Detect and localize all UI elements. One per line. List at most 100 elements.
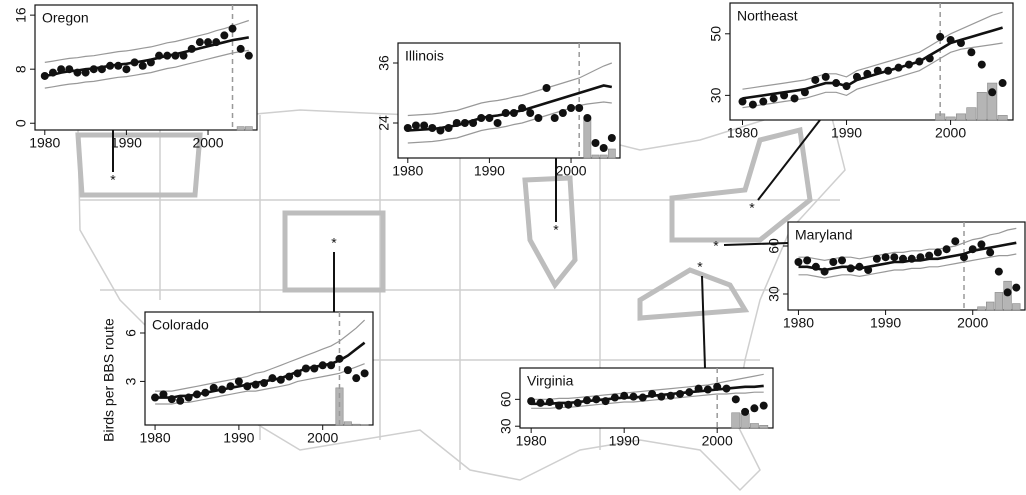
observed-point [956, 39, 965, 48]
observed-point [146, 58, 155, 67]
x-tick-label: 1980 [139, 430, 170, 446]
observed-point [675, 389, 684, 398]
hist-bar [987, 82, 998, 121]
observed-point [251, 380, 260, 389]
observed-point [1003, 288, 1012, 297]
observed-point [403, 124, 412, 132]
observed-point [648, 389, 657, 398]
x-tick-label: 1990 [474, 163, 505, 179]
hist-bar [236, 126, 245, 131]
chart-title: Colorado [152, 317, 209, 333]
observed-point [176, 396, 185, 405]
observed-point [509, 109, 518, 117]
observed-point [48, 68, 57, 77]
observed-point [864, 266, 873, 274]
observed-point [657, 392, 666, 401]
observed-point [592, 395, 601, 404]
observed-point [998, 79, 1007, 88]
observed-point [838, 256, 847, 265]
x-tick-label: 2000 [702, 433, 733, 449]
observed-point [794, 258, 803, 266]
observed-point [967, 48, 976, 57]
illinois-border [522, 175, 578, 290]
x-tick-label: 2000 [935, 125, 966, 141]
observed-point [601, 397, 610, 406]
observed-point [310, 364, 319, 373]
chart-title: Virginia [527, 373, 574, 389]
northeast-border [669, 126, 813, 243]
observed-point [855, 262, 864, 271]
hist-bar [976, 91, 987, 121]
observed-point [420, 121, 429, 130]
hist-bar [749, 423, 759, 429]
observed-point [218, 385, 227, 394]
observed-point [750, 404, 759, 413]
y-tick-label: 36 [376, 55, 392, 71]
observed-point [738, 97, 747, 106]
observed-point [803, 256, 812, 265]
observed-point [226, 382, 235, 391]
observed-point [526, 109, 535, 117]
x-tick-label: 2000 [957, 315, 988, 331]
observed-point [832, 79, 841, 88]
observed-point [195, 38, 204, 47]
observed-point [599, 144, 608, 152]
site-marker: * [749, 200, 755, 216]
observed-point [925, 251, 934, 260]
hist-bar [977, 306, 986, 311]
observed-point [260, 379, 269, 388]
observed-point [518, 104, 527, 112]
observed-point [800, 88, 809, 97]
observed-point [713, 382, 722, 391]
hist-bar [599, 154, 608, 159]
observed-point [933, 248, 942, 257]
observed-point [811, 75, 820, 84]
y-tick-label: 30 [708, 87, 724, 103]
observed-point [501, 109, 510, 117]
observed-point [610, 393, 619, 402]
observed-point [444, 124, 453, 132]
observed-point [863, 69, 872, 78]
observed-point [852, 72, 861, 81]
hist-bar [352, 423, 361, 426]
observed-point [179, 51, 188, 60]
observed-point [731, 395, 740, 404]
x-tick-label: 2000 [555, 163, 586, 179]
hist-bar [583, 117, 592, 159]
plot-box [729, 2, 1014, 121]
x-tick-label: 1990 [870, 315, 901, 331]
observed-point [829, 258, 838, 266]
x-tick-label: 2000 [192, 135, 223, 151]
observed-point [411, 121, 420, 130]
observed-point [469, 119, 478, 127]
observed-point [97, 65, 106, 74]
hist-bar [731, 412, 741, 429]
observed-point [968, 245, 977, 254]
observed-point [187, 44, 196, 53]
observed-point [620, 391, 629, 400]
observed-point [236, 44, 245, 53]
observed-point [209, 383, 218, 392]
colorado-border [282, 210, 386, 293]
observed-point [994, 267, 1003, 276]
observed-point [138, 61, 147, 70]
observed-point [780, 91, 789, 100]
observed-point [234, 377, 243, 386]
observed-point [685, 388, 694, 397]
hist-bar [966, 107, 977, 121]
observed-point [558, 109, 567, 117]
observed-point [122, 65, 131, 74]
observed-point [212, 38, 221, 47]
y-tick-label: 8 [13, 65, 29, 73]
y-tick-label: 60 [498, 391, 514, 407]
observed-point [159, 390, 168, 399]
y-tick-label: 3 [123, 377, 139, 385]
upper-band [742, 11, 1003, 90]
observed-point [527, 397, 536, 406]
observed-point [915, 57, 924, 66]
observed-point [192, 390, 201, 399]
hist-bar [994, 292, 1004, 311]
observed-point [951, 237, 960, 246]
leader-line [723, 242, 789, 246]
